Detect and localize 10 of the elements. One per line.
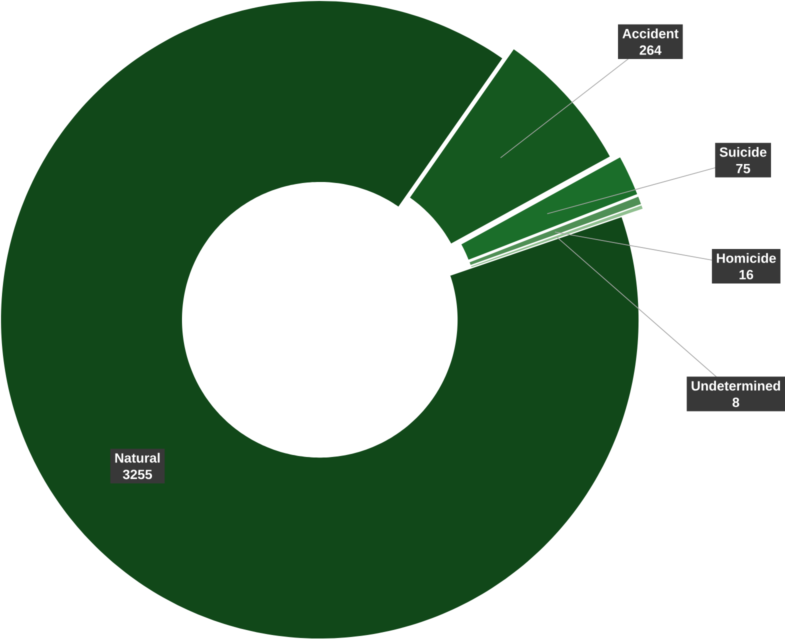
slice-label: Homicide xyxy=(716,253,776,264)
data-label: 75 xyxy=(736,164,750,174)
slice-label: Natural xyxy=(115,453,160,463)
data-label: 16 xyxy=(740,270,754,280)
data-label: 8 xyxy=(732,398,740,408)
slice-label: Undetermined xyxy=(692,380,780,391)
slice-label: Suicide xyxy=(720,147,766,158)
data-label: 3255 xyxy=(122,470,152,480)
slice-label: Accident xyxy=(622,28,678,39)
data-label: 264 xyxy=(640,46,662,56)
